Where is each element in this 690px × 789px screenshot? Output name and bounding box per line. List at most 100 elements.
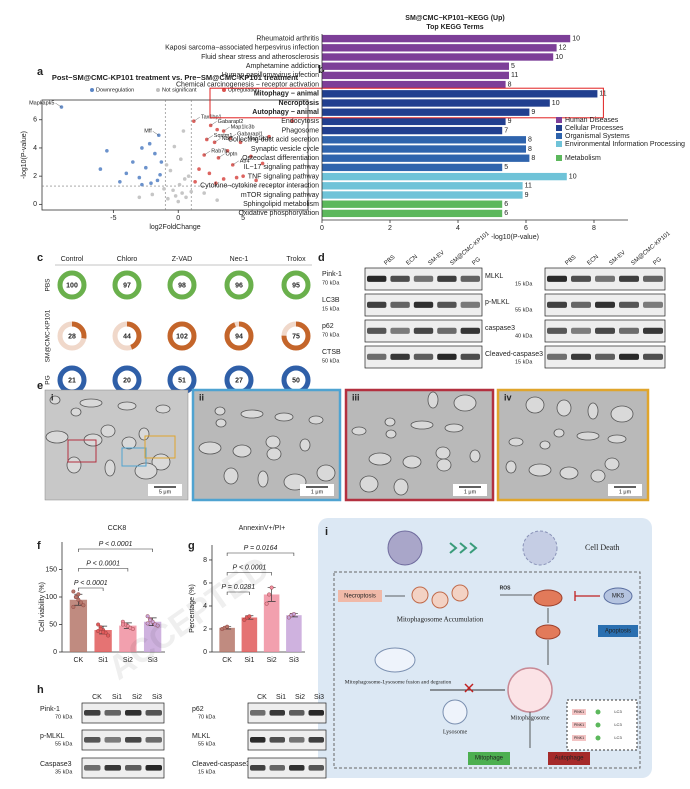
point [264,601,269,606]
cross [464,683,474,693]
band [145,737,162,743]
kda-label: 50 kDa [322,358,340,364]
column-header: Chloro [117,256,138,263]
row-header: PG [45,375,52,384]
pink1-box [572,722,586,728]
band [367,327,387,334]
panel-label: d [318,252,325,264]
annotation-leader [223,126,230,132]
point [180,191,184,195]
y-tick-label: Fluid shear stress and atherosclerosis [201,54,319,61]
organelle [576,431,600,441]
organelle [359,475,379,493]
region [333,571,641,769]
organelle [232,444,252,458]
donut-value: 21 [68,377,76,384]
point [172,144,177,149]
chevrons [449,542,478,554]
organelle [117,401,137,411]
x-tick-label: -5 [110,215,116,222]
y-tick-label: Collecting duct acid secretion [228,137,319,144]
lane-label: SM-EV [608,250,626,267]
count-label: 10 [569,173,577,180]
point [215,198,219,202]
point [215,127,219,132]
p-value-label: P < 0.0001 [99,541,133,548]
organelle [308,415,324,425]
point [214,181,218,186]
point [98,626,103,631]
lane-label: PG [652,256,663,266]
protein-label: p62 [322,323,334,330]
point [78,600,83,605]
organelle [384,417,396,427]
legend-label: Metabolism [565,155,601,162]
y-tick-label: Cytokine−cytokine receptor interaction [200,183,319,190]
count-label: 9 [508,118,512,125]
schematic-label: Lysosome [443,729,468,735]
panel-label: a [37,66,44,78]
point [291,612,296,617]
tem-label: iii [352,392,360,402]
count-label: 9 [525,192,529,199]
band [413,275,434,282]
donut-arc [281,270,311,300]
annotation: Mff [144,129,152,135]
lane-label: Si2 [132,694,142,701]
bar [322,108,530,116]
y-tick-label: 0 [203,649,207,656]
band [413,301,434,308]
legend-label: Organismal Systems [565,133,630,140]
band [104,765,121,771]
point [96,622,101,627]
schematic-label: MK5 [612,594,625,600]
point [225,148,230,153]
y-tick-label: IL−17 signaling pathway [244,164,320,171]
annotation: Mapkapk5 [29,101,54,107]
annotation: Gabarapl1 [237,132,263,138]
arrows [385,594,549,748]
column-header: Trolox [286,256,306,263]
lysosome [442,699,468,725]
annotation-leader [55,102,62,108]
point [148,618,153,623]
donut-value: 97 [123,282,131,289]
donut-arc [167,270,197,300]
cell [522,530,558,566]
point [164,163,169,167]
lane-label: SM@CMC-KP101 [449,230,491,266]
organelle [121,436,137,450]
point [290,119,295,123]
inset-box [67,439,97,463]
organelle [559,466,579,480]
x-tick-label: Si3 [148,657,158,664]
band [547,301,567,308]
kda-label: 70 kDa [198,714,216,720]
band [250,765,266,771]
blot-box [247,702,327,724]
donut-value: 51 [178,377,186,384]
y-tick-label: Human papillomavirus infection [222,72,319,79]
lane-label: SM-EV [427,250,445,267]
kda-label: 55 kDa [515,307,533,313]
count-label: 10 [552,100,560,107]
panel-label: g [188,540,195,552]
lane-label: Si3 [152,694,162,701]
inhibit [574,591,600,601]
bar [322,145,526,153]
bar [322,209,503,218]
annotation-leader [193,116,200,122]
point [159,160,164,164]
annotation-leader [240,138,247,143]
protein-label: Cleaved-caspase3 [485,351,543,358]
y-tick-label: Necroptosis [279,100,320,107]
donut-value: 28 [68,333,76,340]
band [84,765,101,771]
point [182,177,187,181]
y-axis-label: -log10(P-value) [21,131,28,179]
count-label: 5 [504,164,508,171]
mitochondrion [533,589,563,607]
band [571,327,591,334]
blot-box [247,757,327,779]
point [247,614,252,619]
